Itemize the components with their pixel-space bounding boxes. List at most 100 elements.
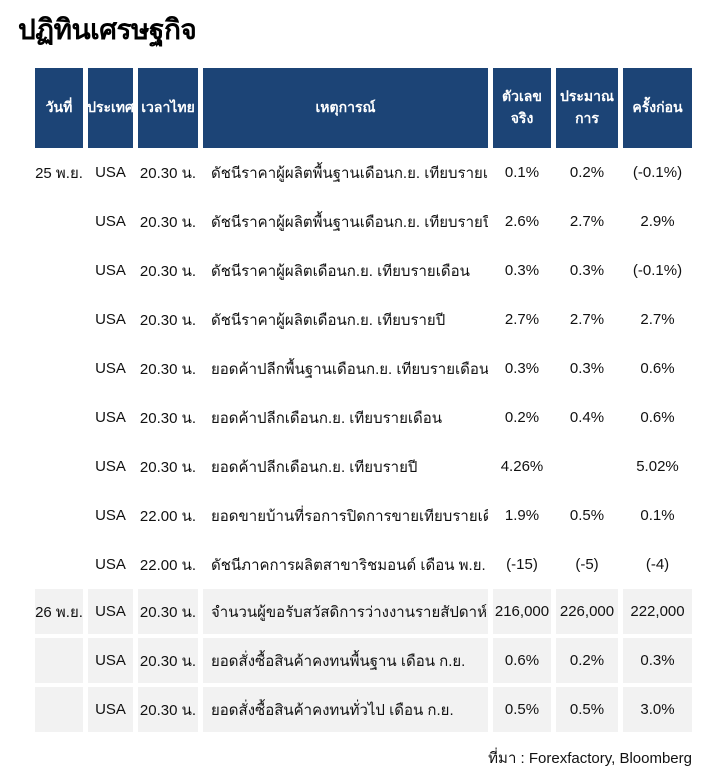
country-cell: USA [95, 164, 126, 181]
table-header-row: วันที่ ประเทศ เวลาไทย เหตุการณ์ ตัวเลขจร… [35, 68, 692, 148]
previous-cell: 0.3% [623, 638, 692, 683]
date-cell [35, 491, 83, 540]
actual-cell: 0.3% [504, 360, 540, 377]
event-cell: ยอดขายบ้านที่รอการปิดการขายเทียบรายเดือน… [211, 507, 488, 525]
event-cell: จำนวนผู้ขอรับสวัสดิการว่างงานรายสัปดาห์ [203, 589, 488, 634]
actual-cell: (-15) [506, 556, 538, 573]
time-cell: 20.30 น. [139, 262, 197, 280]
date-cell [35, 540, 83, 589]
date-cell [35, 295, 83, 344]
time-cell: 20.30 น. [139, 311, 197, 329]
actual-cell: 0.3% [504, 262, 540, 279]
previous-cell: 5.02% [636, 458, 679, 475]
forecast-cell: 0.5% [556, 687, 618, 732]
table-row: 26 พ.ย. USA 20.30 น. จำนวนผู้ขอรับสวัสดิ… [35, 589, 692, 634]
event-cell: ดัชนีราคาผู้ผลิตพื้นฐานเดือนก.ย. เทียบรา… [211, 213, 488, 231]
forecast-cell: 2.7% [569, 213, 605, 230]
country-cell: USA [95, 311, 126, 328]
country-cell: USA [88, 638, 133, 683]
economic-calendar-table: วันที่ ประเทศ เวลาไทย เหตุการณ์ ตัวเลขจร… [35, 68, 692, 736]
date-cell: 25 พ.ย. [35, 164, 83, 182]
time-cell: 20.30 น. [139, 360, 197, 378]
date-cell [35, 638, 83, 683]
country-cell: USA [88, 687, 133, 732]
event-cell: ยอดสั่งซื้อสินค้าคงทนทั่วไป เดือน ก.ย. [203, 687, 488, 732]
time-cell: 20.30 น. [139, 213, 197, 231]
event-cell: ดัชนีภาคการผลิตสาขาริชมอนด์ เดือน พ.ย. [211, 556, 486, 574]
event-cell: ยอดค้าปลีกเดือนก.ย. เทียบรายปี [211, 458, 418, 476]
col-header-previous: ครั้งก่อน [623, 68, 692, 148]
previous-cell: (-0.1%) [632, 262, 683, 279]
actual-cell: 2.7% [504, 311, 540, 328]
country-cell: USA [95, 556, 126, 573]
table-row: USA 20.30 น. ยอดสั่งซื้อสินค้าคงทนทั่วไป… [35, 687, 692, 732]
col-header-actual: ตัวเลขจริง [493, 68, 551, 148]
event-cell: ยอดค้าปลีกเดือนก.ย. เทียบรายเดือน [211, 409, 443, 427]
forecast-cell [556, 442, 618, 491]
country-cell: USA [95, 262, 126, 279]
date-cell [35, 442, 83, 491]
previous-cell: 222,000 [623, 589, 692, 634]
country-cell: USA [95, 409, 126, 426]
previous-cell: 3.0% [623, 687, 692, 732]
col-header-country: ประเทศ [87, 68, 134, 148]
table-row: USA 20.30 น. ยอดสั่งซื้อสินค้าคงทนพื้นฐา… [35, 638, 692, 683]
previous-cell: 2.9% [640, 213, 675, 230]
table-row: USA 20.30 น. ยอดค้าปลีกเดือนก.ย. เทียบรา… [35, 393, 692, 442]
previous-cell: (-0.1%) [632, 164, 683, 181]
table-row: USA 20.30 น. ยอดค้าปลีกพื้นฐานเดือนก.ย. … [35, 344, 692, 393]
previous-cell: 0.6% [640, 409, 675, 426]
col-header-event: เหตุการณ์ [203, 68, 488, 148]
table-body: 25 พ.ย. USA 20.30 น. ดัชนีราคาผู้ผลิตพื้… [35, 148, 692, 732]
country-cell: USA [95, 213, 126, 230]
previous-cell: 0.6% [640, 360, 675, 377]
table-row: USA 22.00 น. ดัชนีภาคการผลิตสาขาริชมอนด์… [35, 540, 692, 589]
time-cell: 20.30 น. [138, 589, 198, 634]
table-row: USA 20.30 น. ดัชนีราคาผู้ผลิตเดือนก.ย. เ… [35, 246, 692, 295]
time-cell: 20.30 น. [138, 687, 198, 732]
forecast-cell: 0.2% [569, 164, 605, 181]
actual-cell: 0.5% [493, 687, 551, 732]
actual-cell: 1.9% [504, 507, 540, 524]
forecast-cell: (-5) [575, 556, 599, 573]
event-cell: ยอดสั่งซื้อสินค้าคงทนพื้นฐาน เดือน ก.ย. [203, 638, 488, 683]
forecast-cell: 2.7% [569, 311, 605, 328]
table-row: 25 พ.ย. USA 20.30 น. ดัชนีราคาผู้ผลิตพื้… [35, 148, 692, 197]
country-cell: USA [95, 507, 126, 524]
event-cell: ยอดค้าปลีกพื้นฐานเดือนก.ย. เทียบรายเดือน [211, 360, 488, 378]
table-row: USA 20.30 น. ดัชนีราคาผู้ผลิตพื้นฐานเดือ… [35, 197, 692, 246]
date-cell [35, 344, 83, 393]
forecast-cell: 0.5% [569, 507, 605, 524]
actual-cell: 0.6% [493, 638, 551, 683]
actual-cell: 216,000 [493, 589, 551, 634]
date-cell [35, 246, 83, 295]
forecast-cell: 0.4% [569, 409, 605, 426]
event-cell: ดัชนีราคาผู้ผลิตพื้นฐานเดือนก.ย. เทียบรา… [211, 164, 488, 182]
col-header-time: เวลาไทย [138, 68, 198, 148]
country-cell: USA [95, 360, 126, 377]
time-cell: 22.00 น. [139, 507, 197, 525]
country-cell: USA [88, 589, 133, 634]
event-cell: ดัชนีราคาผู้ผลิตเดือนก.ย. เทียบรายปี [211, 311, 446, 329]
time-cell: 20.30 น. [139, 164, 197, 182]
actual-cell: 0.1% [504, 164, 540, 181]
forecast-cell: 226,000 [556, 589, 618, 634]
country-cell: USA [95, 458, 126, 475]
date-cell [35, 687, 83, 732]
time-cell: 20.30 น. [138, 638, 198, 683]
actual-cell: 2.6% [504, 213, 540, 230]
time-cell: 22.00 น. [139, 556, 197, 574]
col-header-date: วันที่ [35, 68, 83, 148]
page-title: ปฏิทินเศรษฐกิจ [18, 14, 197, 45]
date-cell: 26 พ.ย. [35, 589, 83, 634]
source-note: ที่มา : Forexfactory, Bloomberg [488, 750, 692, 767]
date-cell [35, 393, 83, 442]
previous-cell: (-4) [645, 556, 670, 573]
date-cell [35, 197, 83, 246]
forecast-cell: 0.2% [556, 638, 618, 683]
previous-cell: 2.7% [640, 311, 675, 328]
event-cell: ดัชนีราคาผู้ผลิตเดือนก.ย. เทียบรายเดือน [211, 262, 470, 280]
col-header-forecast: ประมาณการ [556, 68, 618, 148]
actual-cell: 4.26% [500, 458, 544, 475]
actual-cell: 0.2% [504, 409, 540, 426]
